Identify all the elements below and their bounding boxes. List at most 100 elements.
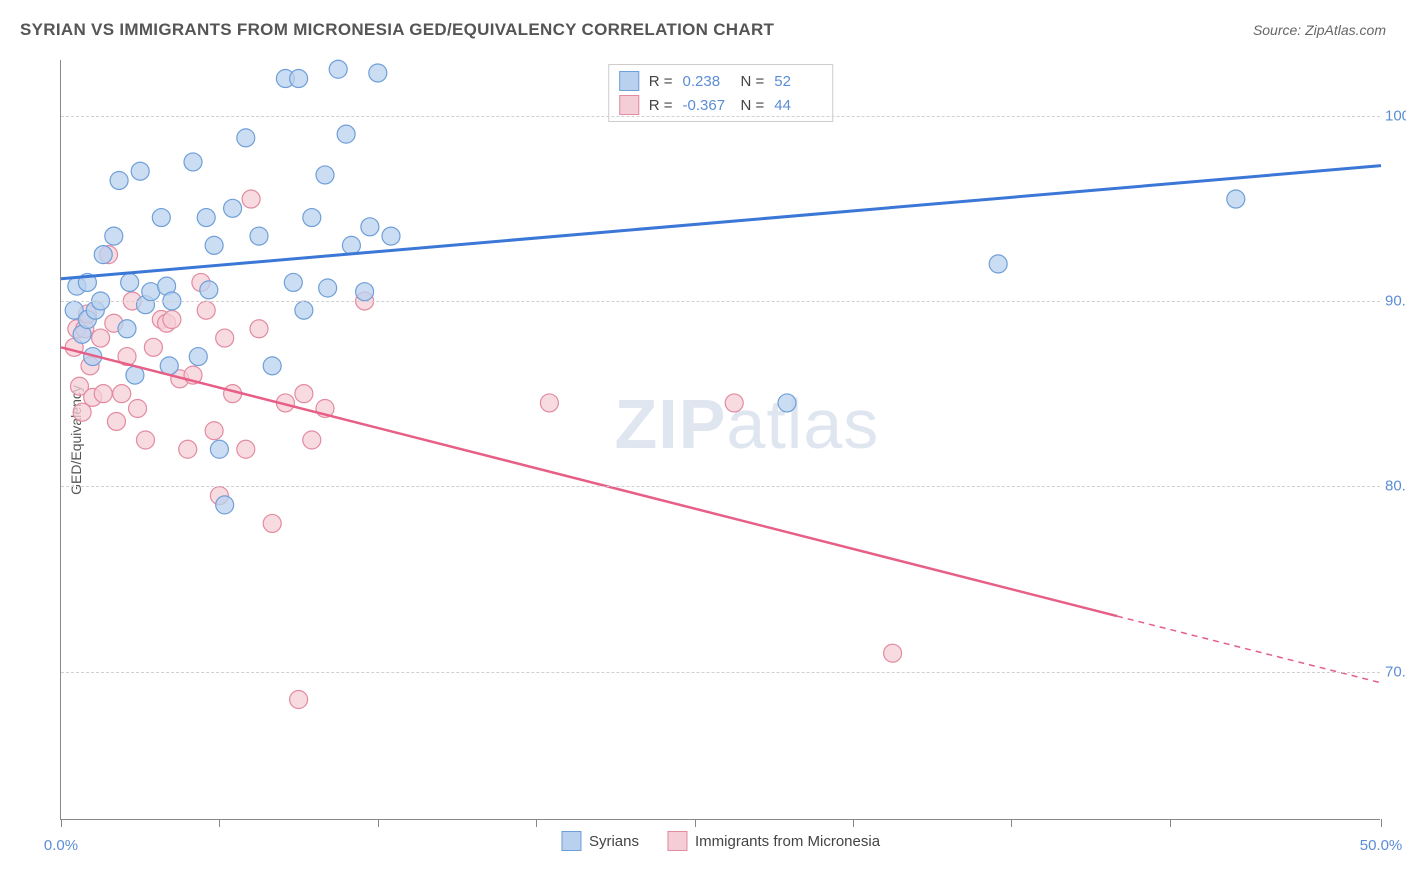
point-syrians [118,320,136,338]
point-syrians [329,60,347,78]
legend-label-syrians: Syrians [589,833,639,850]
point-syrians [361,218,379,236]
point-syrians [356,283,374,301]
point-micronesia [290,691,308,709]
point-syrians [319,279,337,297]
point-syrians [1227,190,1245,208]
point-micronesia [107,412,125,430]
swatch-syrians [619,71,639,91]
point-micronesia [540,394,558,412]
point-syrians [316,166,334,184]
swatch-syrians [561,831,581,851]
point-syrians [189,348,207,366]
legend-label-micronesia: Immigrants from Micronesia [695,833,880,850]
point-syrians [224,199,242,217]
trend-micronesia-extrapolated [1117,616,1381,683]
correlation-legend: R = 0.238 N = 52 R = -0.367 N = 44 [608,64,834,122]
gridline [61,672,1380,673]
point-micronesia [163,311,181,329]
n-value-syrians: 52 [774,73,822,90]
point-micronesia [295,385,313,403]
point-micronesia [250,320,268,338]
plot-area: GED/Equivalency ZIPatlas R = 0.238 N = 5… [60,60,1380,820]
point-micronesia [725,394,743,412]
point-micronesia [94,385,112,403]
series-legend: Syrians Immigrants from Micronesia [561,831,880,851]
scatter-svg [61,60,1380,819]
point-syrians [337,125,355,143]
x-tick [378,819,379,827]
x-tick [853,819,854,827]
legend-item-micronesia: Immigrants from Micronesia [667,831,880,851]
point-micronesia [144,338,162,356]
point-syrians [250,227,268,245]
point-micronesia [242,190,260,208]
x-tick [536,819,537,827]
point-micronesia [303,431,321,449]
swatch-micronesia [667,831,687,851]
point-syrians [105,227,123,245]
y-tick-label: 90.0% [1385,292,1406,309]
point-syrians [284,273,302,291]
point-micronesia [884,644,902,662]
point-syrians [197,209,215,227]
r-label: R = [649,97,673,114]
x-tick [219,819,220,827]
trend-micronesia [61,347,1117,616]
point-syrians [303,209,321,227]
y-tick-label: 70.0% [1385,663,1406,680]
point-syrians [205,236,223,254]
point-syrians [263,357,281,375]
x-tick [1011,819,1012,827]
n-label: N = [741,73,765,90]
point-syrians [778,394,796,412]
x-tick-label: 50.0% [1360,837,1403,854]
point-micronesia [263,514,281,532]
legend-item-syrians: Syrians [561,831,639,851]
point-syrians [290,70,308,88]
point-syrians [382,227,400,245]
point-micronesia [129,399,147,417]
point-syrians [342,236,360,254]
point-micronesia [92,329,110,347]
point-micronesia [197,301,215,319]
point-syrians [94,246,112,264]
correlation-row-syrians: R = 0.238 N = 52 [619,69,823,93]
point-micronesia [136,431,154,449]
point-syrians [295,301,313,319]
point-syrians [110,171,128,189]
gridline [61,116,1380,117]
point-syrians [237,129,255,147]
point-micronesia [113,385,131,403]
x-tick [1170,819,1171,827]
source-label: Source: ZipAtlas.com [1253,22,1386,38]
point-syrians [216,496,234,514]
point-micronesia [179,440,197,458]
gridline [61,486,1380,487]
point-syrians [184,153,202,171]
n-value-micronesia: 44 [774,97,822,114]
point-micronesia [237,440,255,458]
r-value-micronesia: -0.367 [683,97,731,114]
swatch-micronesia [619,95,639,115]
point-syrians [210,440,228,458]
chart-title: SYRIAN VS IMMIGRANTS FROM MICRONESIA GED… [20,20,774,40]
point-syrians [131,162,149,180]
trend-syrians [61,166,1381,279]
y-tick-label: 100.0% [1385,107,1406,124]
point-syrians [989,255,1007,273]
r-value-syrians: 0.238 [683,73,731,90]
point-syrians [200,281,218,299]
x-tick [695,819,696,827]
correlation-row-micronesia: R = -0.367 N = 44 [619,93,823,117]
point-micronesia [216,329,234,347]
x-tick [61,819,62,827]
point-syrians [152,209,170,227]
x-tick-label: 0.0% [44,837,78,854]
n-label: N = [741,97,765,114]
point-syrians [369,64,387,82]
y-tick-label: 80.0% [1385,478,1406,495]
point-micronesia [205,422,223,440]
point-syrians [121,273,139,291]
gridline [61,301,1380,302]
